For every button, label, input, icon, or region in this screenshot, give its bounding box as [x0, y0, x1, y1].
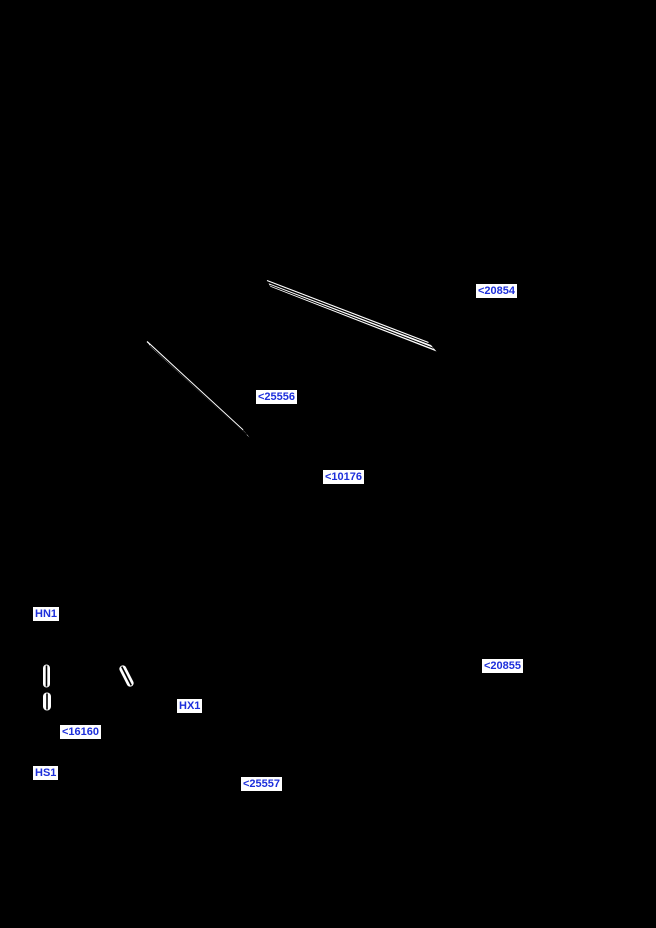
callout-20855[interactable]: <20855: [482, 659, 524, 673]
callout-hx1[interactable]: HX1: [177, 699, 203, 713]
callout-25556[interactable]: <25556: [256, 390, 298, 404]
part-molding-strip-upper[interactable]: [266, 279, 437, 352]
callout-16160[interactable]: <16160: [60, 725, 102, 739]
part-molding-strip-lower[interactable]: [146, 341, 250, 438]
part-fastener-stud-top-left[interactable]: [43, 664, 50, 688]
part-fastener-stud-tilted[interactable]: [118, 664, 135, 688]
callout-10176[interactable]: <10176: [323, 470, 365, 484]
callout-25557[interactable]: <25557: [241, 777, 283, 791]
part-fastener-stud-bottom-left[interactable]: [43, 692, 51, 711]
callout-20854[interactable]: <20854: [476, 284, 518, 298]
callout-hs1[interactable]: HS1: [33, 766, 59, 780]
callout-hn1[interactable]: HN1: [33, 607, 60, 621]
